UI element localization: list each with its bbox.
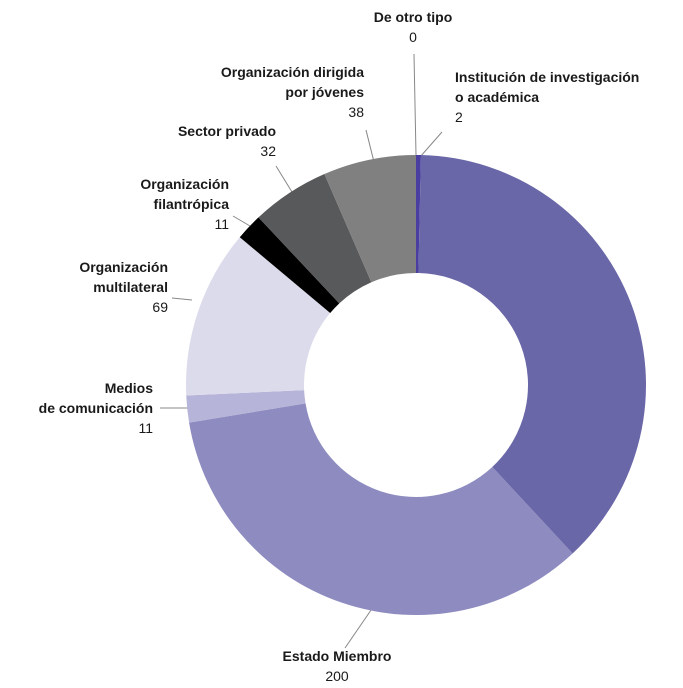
- leader-line: [232, 215, 251, 227]
- value-label: 0: [409, 29, 417, 45]
- leader-line: [413, 53, 417, 156]
- donut-segment: [418, 155, 647, 554]
- donut-segment: [189, 403, 573, 615]
- value-label: 69: [152, 299, 168, 315]
- category-label: por jóvenes: [285, 84, 364, 100]
- leader-line: [365, 129, 375, 163]
- category-label: o académica: [455, 89, 539, 105]
- donut-segment: [324, 155, 416, 283]
- value-label: 11: [214, 216, 229, 232]
- category-label: Sector privado: [178, 123, 276, 139]
- category-label: Organización dirigida: [221, 64, 364, 80]
- category-label: De otro tipo: [374, 9, 453, 25]
- donut-segment: [239, 217, 340, 314]
- donut-segment: [186, 237, 331, 396]
- category-label: de comunicación: [39, 400, 153, 416]
- value-label: 38: [348, 104, 364, 120]
- category-label: Medios: [105, 380, 153, 396]
- category-label: multilateral: [93, 279, 168, 295]
- value-label: 200: [325, 668, 349, 684]
- category-label: Institución de investigación: [455, 69, 639, 85]
- donut-segment: [258, 174, 372, 304]
- leader-line: [419, 131, 443, 158]
- leader-line: [171, 297, 193, 301]
- value-label: 11: [138, 420, 153, 436]
- value-label: 32: [260, 143, 276, 159]
- value-label: 2: [455, 109, 463, 125]
- category-label: Organización: [79, 259, 168, 275]
- leader-lines: [160, 53, 443, 649]
- category-label: Organización: [140, 176, 229, 192]
- category-label: Estado Miembro: [283, 648, 392, 664]
- category-label: filantrópica: [154, 196, 230, 212]
- donut-segment: [186, 390, 306, 423]
- donut-segment: [416, 155, 421, 274]
- leader-line: [275, 165, 293, 193]
